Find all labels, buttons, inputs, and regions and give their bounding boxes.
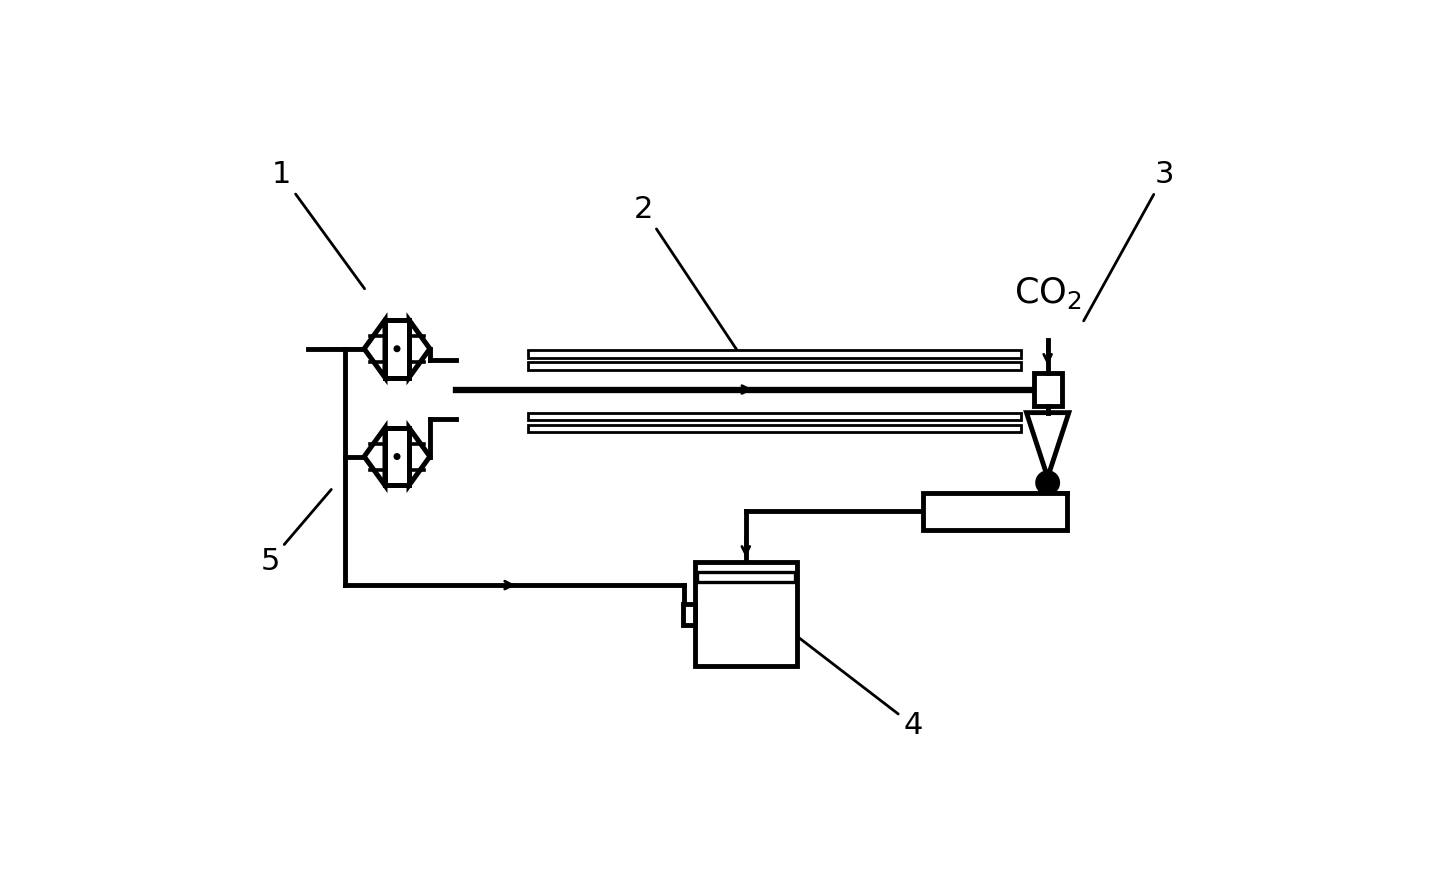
Circle shape (394, 346, 400, 351)
Bar (695, 562, 796, 666)
Bar (696, 572, 795, 582)
Polygon shape (410, 427, 430, 486)
Text: CO$_2$: CO$_2$ (1014, 275, 1081, 311)
Polygon shape (365, 427, 385, 486)
Text: 2: 2 (634, 194, 738, 351)
Circle shape (394, 453, 400, 460)
Circle shape (1037, 473, 1058, 493)
Text: Fe: Fe (978, 497, 1013, 526)
Bar (385, 427, 410, 486)
Bar (1033, 372, 1062, 406)
Bar (527, 425, 1020, 433)
Polygon shape (1026, 412, 1069, 473)
Text: 1: 1 (272, 160, 365, 289)
Text: 3: 3 (1084, 160, 1174, 321)
Bar (683, 603, 695, 625)
Text: 4: 4 (796, 636, 923, 739)
Bar (527, 413, 1020, 420)
Bar (923, 493, 1067, 529)
Polygon shape (410, 320, 430, 378)
Bar (385, 320, 410, 378)
Bar (527, 362, 1020, 370)
Polygon shape (365, 320, 385, 378)
Bar (527, 351, 1020, 358)
Text: 5: 5 (260, 489, 331, 576)
